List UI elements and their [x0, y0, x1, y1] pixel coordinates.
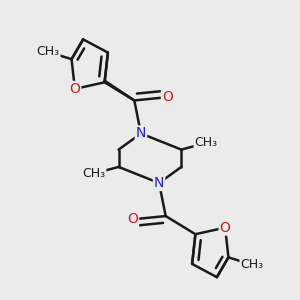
- Text: CH₃: CH₃: [82, 167, 105, 180]
- Text: O: O: [220, 220, 231, 235]
- Text: CH₃: CH₃: [195, 136, 218, 149]
- Text: N: N: [154, 176, 164, 190]
- Text: O: O: [127, 212, 138, 226]
- Text: CH₃: CH₃: [241, 258, 264, 271]
- Text: O: O: [69, 82, 80, 96]
- Text: CH₃: CH₃: [36, 45, 59, 58]
- Text: N: N: [136, 127, 146, 140]
- Text: O: O: [162, 90, 173, 104]
